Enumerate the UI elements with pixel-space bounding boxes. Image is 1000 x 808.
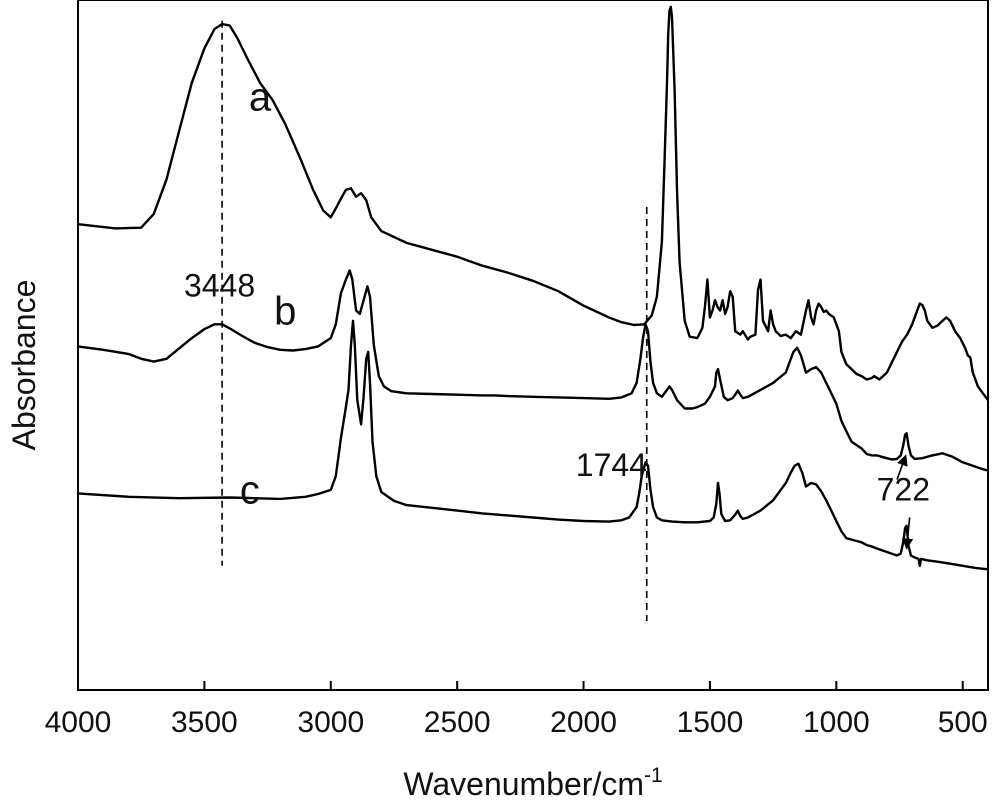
x-tick-label: 1500 xyxy=(677,706,744,739)
x-tick-label: 500 xyxy=(938,706,988,739)
series-group xyxy=(77,5,989,571)
x-tick-label: 3000 xyxy=(297,706,364,739)
y-axis-title: Absorbance xyxy=(6,280,42,451)
series-line-a xyxy=(77,5,989,401)
series-line-c xyxy=(77,319,989,571)
annotation-arrow xyxy=(896,454,908,480)
annotation-3448: 3448 xyxy=(184,268,255,304)
x-tick-label: 2500 xyxy=(424,706,491,739)
x-tick-label: 3500 xyxy=(171,706,238,739)
curve-label-a: a xyxy=(249,75,272,119)
annotation-arrow xyxy=(902,517,914,550)
curve-label-c: c xyxy=(240,469,260,513)
plot-frame xyxy=(77,0,989,691)
series-line-b xyxy=(77,269,989,472)
reference-lines xyxy=(221,20,648,621)
x-tick-label: 4000 xyxy=(45,706,112,739)
annotation-1744: 1744 xyxy=(576,447,647,483)
x-axis-title: Wavenumber/cm-1 xyxy=(403,764,662,802)
annotations: 3448 1744 722 xyxy=(184,268,930,550)
x-axis-ticks: 4000 3500 3000 2500 2000 1500 1000 500 xyxy=(45,681,988,739)
annotation-722: 722 xyxy=(877,471,930,507)
x-tick-label: 2000 xyxy=(550,706,617,739)
curve-labels: a b c xyxy=(240,75,297,512)
curve-label-b: b xyxy=(274,289,296,333)
x-axis-title-superscript: -1 xyxy=(644,764,663,787)
x-tick-label: 1000 xyxy=(803,706,870,739)
